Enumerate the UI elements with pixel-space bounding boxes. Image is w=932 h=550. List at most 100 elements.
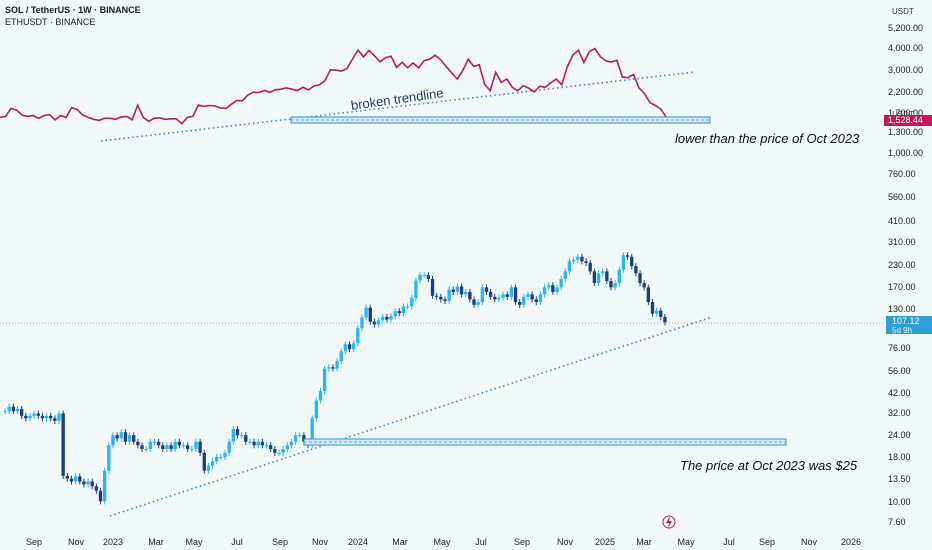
candle-body bbox=[244, 435, 248, 442]
y-tick-label: 18.00 bbox=[888, 452, 911, 462]
candle-body bbox=[376, 320, 381, 325]
candle-body bbox=[293, 435, 298, 442]
candle-body bbox=[327, 367, 331, 369]
x-tick-label: Sep bbox=[272, 537, 288, 547]
candle-body bbox=[547, 285, 551, 288]
candle-body bbox=[580, 256, 584, 262]
countdown: 5d 9h bbox=[892, 326, 913, 335]
y-tick-label: 24.00 bbox=[888, 430, 911, 440]
y-tick-label: 10.00 bbox=[888, 497, 911, 507]
x-tick-label: Jul bbox=[723, 537, 735, 547]
candle-body bbox=[418, 275, 422, 281]
x-tick-label: Jul bbox=[231, 537, 243, 547]
candle-body bbox=[20, 408, 24, 416]
candle-body bbox=[136, 441, 140, 446]
candle-body bbox=[248, 441, 252, 443]
candle-body bbox=[57, 413, 61, 421]
x-tick-label: Sep bbox=[514, 537, 530, 547]
annotation-sol: The price at Oct 2023 was $25 bbox=[680, 458, 858, 473]
candle-body bbox=[173, 441, 177, 449]
y-tick-label: 32.00 bbox=[888, 408, 911, 418]
y-tick-label: 4,000.00 bbox=[888, 43, 923, 53]
x-tick-label: Sep bbox=[759, 537, 775, 547]
candle-body bbox=[53, 418, 57, 421]
y-tick-label: 76.00 bbox=[888, 343, 911, 353]
candle-body bbox=[73, 476, 78, 482]
y-tick-label: 760.00 bbox=[888, 169, 916, 179]
candle-body bbox=[103, 470, 107, 502]
y-tick-label: 560.00 bbox=[888, 192, 916, 202]
candle-body bbox=[601, 271, 605, 274]
time-axis: Sep Nov 2023 Mar May Jul Sep Nov 2024 Mar May Jul Se… bbox=[26, 537, 861, 547]
candle-body bbox=[659, 310, 663, 317]
x-tick-label: May bbox=[433, 537, 451, 547]
candle-body bbox=[239, 435, 244, 437]
candle-body bbox=[140, 445, 144, 449]
candle-body bbox=[613, 283, 617, 288]
candle-body bbox=[435, 295, 439, 297]
sol-candles bbox=[3, 252, 667, 505]
candle-body bbox=[148, 441, 152, 449]
candle-body bbox=[86, 481, 90, 485]
candle-body bbox=[364, 307, 368, 318]
candle-body bbox=[186, 445, 190, 449]
y-tick-label: 56.00 bbox=[888, 366, 911, 376]
candle-body bbox=[65, 475, 69, 479]
candle-body bbox=[663, 316, 667, 323]
eth-series bbox=[0, 47, 673, 125]
candle-body bbox=[273, 448, 277, 453]
lightning-icon[interactable] bbox=[662, 515, 676, 529]
candle-body bbox=[181, 445, 186, 447]
candle-body bbox=[596, 273, 601, 284]
candle-body bbox=[285, 445, 289, 449]
currency-label-mid: USDT bbox=[892, 110, 914, 119]
y-tick-label: 7.60 bbox=[888, 517, 906, 527]
candle-body bbox=[15, 408, 20, 412]
candle-body bbox=[654, 310, 659, 314]
candle-body bbox=[405, 306, 410, 308]
candle-body bbox=[127, 435, 132, 442]
candle-body bbox=[497, 297, 501, 300]
candle-body bbox=[513, 287, 518, 303]
x-tick-label: Nov bbox=[68, 537, 85, 547]
candle-body bbox=[401, 306, 406, 314]
y-tick-label: 230.00 bbox=[888, 260, 916, 270]
x-tick-label: 2026 bbox=[841, 537, 861, 547]
candle-body bbox=[650, 302, 655, 314]
x-tick-label: Nov bbox=[557, 537, 574, 547]
candle-body bbox=[439, 296, 443, 300]
candle-body bbox=[123, 432, 128, 442]
candle-body bbox=[119, 432, 123, 439]
candle-body bbox=[331, 367, 335, 369]
candle-body bbox=[264, 445, 269, 447]
candle-body bbox=[269, 445, 273, 449]
candle-body bbox=[231, 429, 235, 442]
chart-title: SOL / TetherUS · 1W · BINANCE bbox=[5, 5, 141, 15]
candle-body bbox=[202, 452, 206, 471]
candle-body bbox=[617, 269, 621, 284]
candle-body bbox=[414, 280, 418, 298]
candle-body bbox=[40, 415, 45, 419]
candle-body bbox=[302, 435, 306, 442]
candle-body bbox=[518, 302, 522, 305]
candle-body bbox=[605, 271, 609, 281]
currency-label-top: USDT bbox=[892, 7, 914, 16]
candle-body bbox=[227, 441, 231, 453]
candle-body bbox=[559, 278, 563, 288]
candle-body bbox=[592, 271, 597, 284]
candle-body bbox=[335, 361, 339, 369]
candle-body bbox=[571, 259, 576, 262]
candle-body bbox=[107, 445, 111, 471]
candle-body bbox=[165, 445, 169, 449]
sol-trendline bbox=[109, 316, 713, 517]
candle-body bbox=[115, 435, 119, 439]
candle-body bbox=[298, 435, 302, 437]
candle-body bbox=[430, 278, 435, 296]
candle-body bbox=[260, 441, 265, 446]
candle-body bbox=[381, 316, 385, 321]
candle-body bbox=[455, 286, 460, 292]
candle-body bbox=[235, 429, 240, 436]
candle-body bbox=[310, 418, 314, 446]
candle-body bbox=[630, 256, 634, 267]
candle-body bbox=[98, 490, 103, 502]
